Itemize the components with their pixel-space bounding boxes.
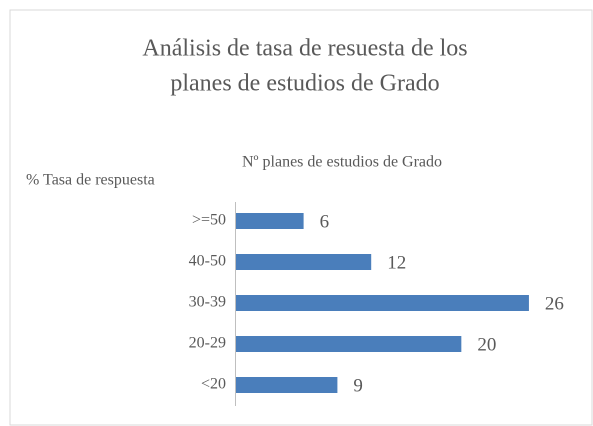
- data-label: 12: [387, 252, 406, 273]
- data-label: 26: [545, 293, 564, 314]
- bar: [236, 213, 304, 229]
- y-tick-label: 30-39: [189, 294, 226, 311]
- x-axis-label: Nº planes de estudios de Grado: [242, 154, 442, 171]
- y-tick-label: <20: [201, 376, 226, 393]
- data-label: 9: [353, 375, 363, 396]
- chart-title: planes de estudios de Grado: [170, 71, 439, 97]
- chart-title: Análisis de tasa de resuesta de los: [142, 36, 467, 62]
- bar: [236, 336, 462, 352]
- bar: [236, 295, 529, 311]
- bar: [236, 254, 372, 270]
- data-label: 20: [477, 334, 496, 355]
- y-tick-label: 40-50: [189, 253, 226, 270]
- y-tick-label: >=50: [192, 212, 226, 229]
- y-axis-label: % Tasa de respuesta: [26, 172, 155, 189]
- y-tick-label: 20-29: [189, 335, 226, 352]
- chart-frame: [9, 9, 593, 426]
- bar: [236, 377, 338, 393]
- data-label: 6: [320, 211, 330, 232]
